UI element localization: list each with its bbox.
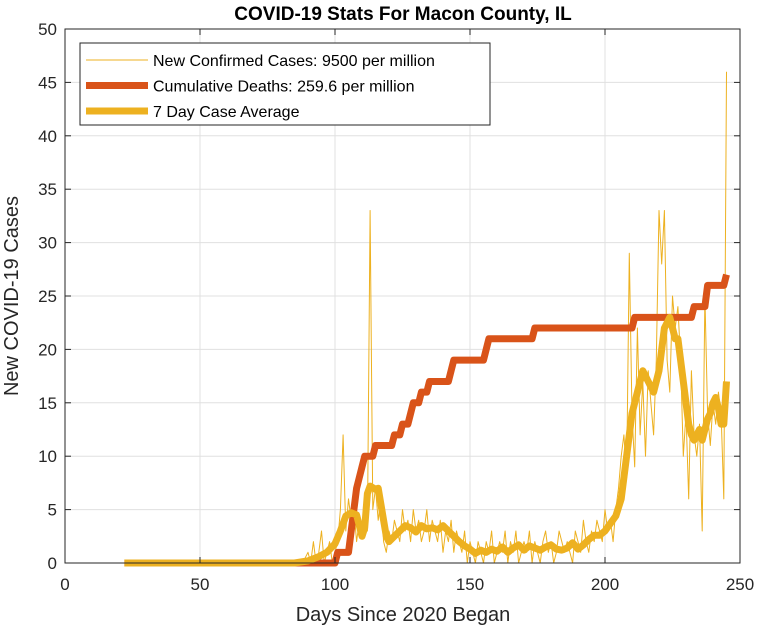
y-tick-label: 25 [38,287,57,306]
x-tick-label: 200 [591,575,619,594]
y-tick-label: 40 [38,127,57,146]
x-axis-label: Days Since 2020 Began [296,604,511,626]
chart-title: COVID-19 Stats For Macon County, IL [234,4,572,25]
series-line-2 [124,313,730,567]
y-tick-label: 5 [48,501,57,520]
x-tick-label: 250 [726,575,754,594]
y-tick-label: 10 [38,447,57,466]
y-axis-label: New COVID-19 Cases [1,196,23,396]
y-tick-label: 45 [38,73,57,92]
series-line-1 [124,273,730,567]
legend-entry: 7 Day Case Average [153,104,300,121]
x-tick-label: 50 [191,575,210,594]
x-tick-label: 0 [60,575,69,594]
x-tick-label: 150 [456,575,484,594]
legend: New Confirmed Cases: 9500 per million Cum… [79,42,491,126]
legend-entry: Cumulative Deaths: 259.6 per million [153,79,414,96]
y-tick-label: 15 [38,394,57,413]
legend-box [79,42,491,126]
y-tick-label: 20 [38,340,57,359]
series-lines [124,71,730,567]
y-tick-label: 50 [38,20,57,39]
axis-ticks: 0 50 100 150 200 250 0 5 10 15 20 25 30 35 40 45 50 [38,20,754,594]
y-tick-label: 35 [38,180,57,199]
y-tick-label: 30 [38,234,57,253]
y-tick-label: 0 [48,554,57,573]
legend-entry: New Confirmed Cases: 9500 per million [153,53,435,70]
x-tick-label: 100 [321,575,349,594]
